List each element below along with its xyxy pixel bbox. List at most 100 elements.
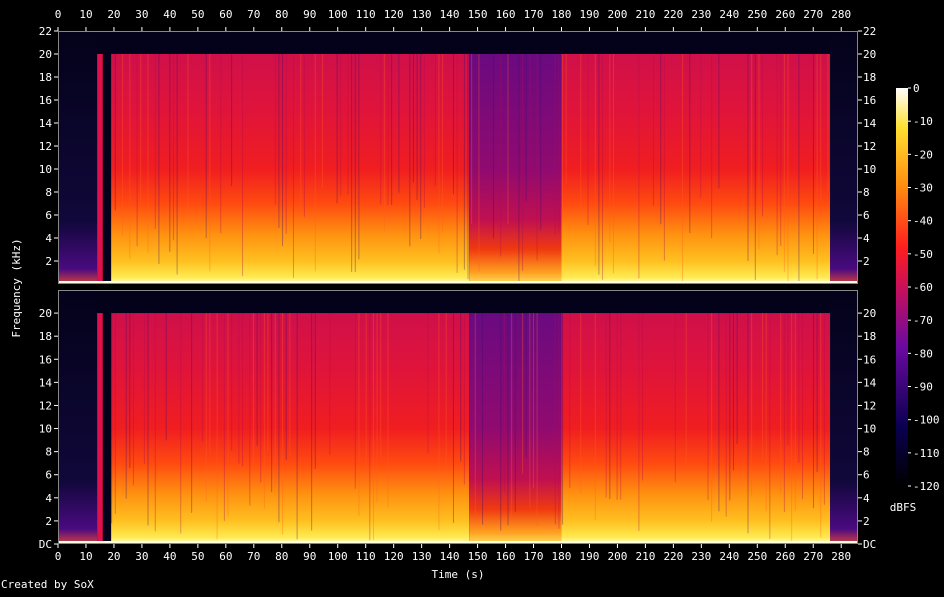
texture-stripe [267,313,269,451]
y-tick-label-left: DC [39,538,52,551]
texture-stripe [202,313,204,442]
y-tick-label-left: 16 [39,94,52,107]
y-tick-label-left: 2 [45,255,52,268]
onset-spike [97,54,103,284]
texture-stripe [143,313,145,465]
panel-top [58,31,858,284]
texture-stripe [616,313,618,500]
x-tick-label-top: 130 [412,8,432,21]
intro-region [58,31,98,284]
texture-stripe [147,313,149,526]
y-tick-label-right: 14 [863,376,877,389]
texture-stripe [340,54,342,196]
texture-stripe [154,313,156,532]
x-tick-label-top: 250 [747,8,767,21]
texture-stripe [565,54,567,184]
x-tick-label-top: 150 [468,8,488,21]
texture-stripe [780,313,782,494]
x-tick-label-top: 200 [608,8,628,21]
texture-stripe [180,313,182,534]
texture-stripe [274,54,276,205]
texture-stripe [798,313,800,463]
texture-stripe [249,313,251,506]
y-tick-label-right: 12 [863,140,876,153]
texture-stripe [387,313,389,508]
y-tick-label-right: 6 [863,469,870,482]
texture-stripe [300,54,302,207]
texture-stripe [711,313,713,522]
texture-stripe [347,54,349,195]
colorbar-tick-label: -60 [913,281,933,294]
texture-stripe [140,54,142,206]
texture-stripe [594,54,596,266]
colorbar-tick-label: -80 [913,347,933,360]
texture-stripe [751,313,753,497]
texture-stripe [205,313,207,502]
texture-stripe [791,313,793,543]
texture-stripe [682,54,684,282]
x-tick-label-bottom: 180 [552,550,572,563]
texture-stripe [354,54,356,273]
texture-stripe [427,313,429,454]
texture-stripe [391,54,393,205]
texture-stripe [689,54,691,234]
texture-stripe [271,313,273,493]
x-tick-label-bottom: 260 [775,550,795,563]
texture-stripe [507,54,509,225]
texture-stripe [612,54,614,274]
texture-stripe [580,54,582,211]
colorbar-tick-label: -20 [913,148,933,161]
x-tick-label-bottom: 60 [219,550,232,563]
texture-stripe [191,313,193,513]
texture-stripe [718,54,720,189]
texture-stripe [802,313,804,500]
texture-stripe [263,313,265,509]
texture-stripe [416,54,418,200]
texture-stripe [507,313,509,526]
x-tick-label-bottom: 80 [275,550,288,563]
texture-stripe [132,313,134,486]
y-tick-label-left: 8 [45,186,52,199]
colorbar-tick-label: 0 [913,82,920,95]
y-tick-label-right: 6 [863,209,870,222]
quiet-section [469,313,562,544]
texture-stripe [569,313,571,488]
texture-stripe [500,313,502,531]
texture-stripe [816,313,818,473]
texture-stripe [256,313,258,446]
texture-stripe [209,54,211,272]
texture-stripe [492,54,494,239]
y-tick-label-right: 20 [863,307,876,320]
y-tick-label-right: 8 [863,186,870,199]
texture-stripe [620,313,622,500]
x-tick-label-bottom: 10 [79,550,92,563]
x-tick-label-top: 110 [356,8,376,21]
texture-stripe [762,54,764,217]
x-tick-label-top: 40 [163,8,176,21]
x-axis-label: Time (s) [432,568,485,581]
x-tick-label-top: 0 [55,8,62,21]
texture-stripe [580,313,582,494]
y-tick-label-right: DC [863,538,876,551]
x-tick-label-top: 50 [191,8,204,21]
texture-stripe [642,313,644,481]
texture-stripe [769,313,771,539]
texture-stripe [452,54,454,195]
x-tick-label-top: 120 [384,8,404,21]
texture-stripe [525,313,527,458]
texture-stripe [729,313,731,501]
texture-stripe [522,313,524,474]
texture-stripe [176,54,178,275]
texture-stripe [652,54,654,206]
y-tick-label-right: 20 [863,48,876,61]
texture-stripe [812,313,814,508]
texture-stripe [820,313,822,538]
texture-stripe [751,54,753,226]
y-tick-label-left: 12 [39,399,52,412]
x-tick-label-top: 260 [775,8,795,21]
x-tick-label-bottom: 50 [191,550,204,563]
x-tick-label-top: 170 [524,8,544,21]
texture-stripe [383,54,385,232]
y-tick-label-right: 2 [863,515,870,528]
texture-stripe [369,313,371,541]
